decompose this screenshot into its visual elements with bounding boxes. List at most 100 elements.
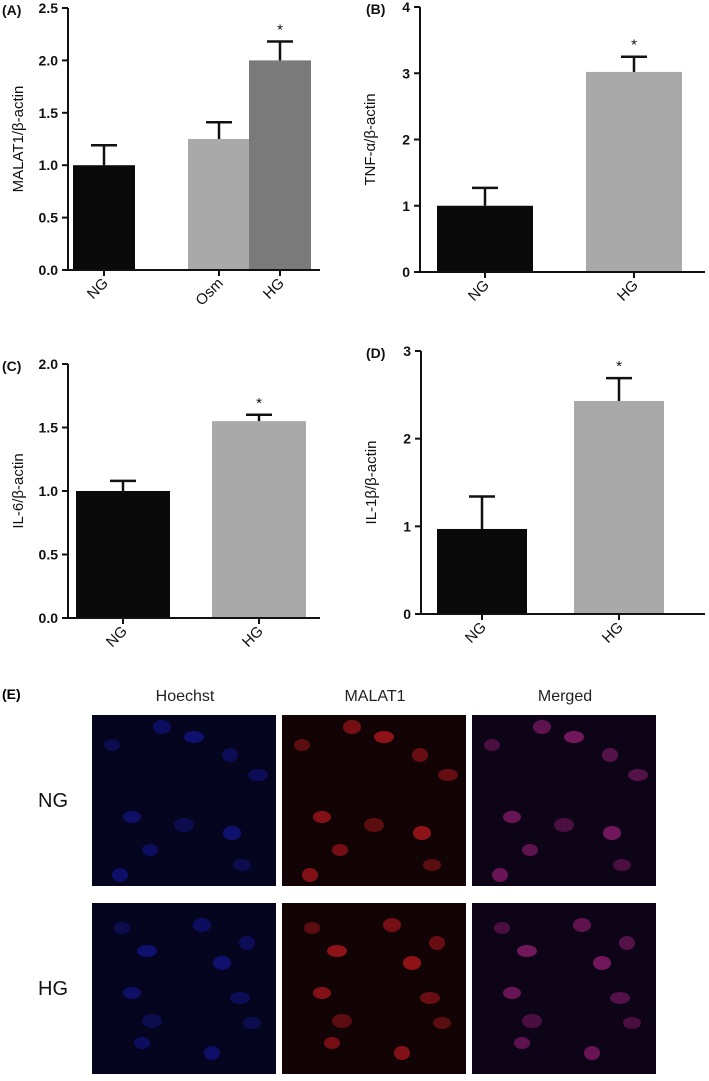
nucleus <box>294 739 310 751</box>
nucleus <box>628 769 648 781</box>
y-tick-label-c-1: 0.5 <box>39 547 59 563</box>
nucleus <box>343 720 361 734</box>
y-tick-label-c-4: 2.0 <box>39 356 59 372</box>
nucleus <box>522 1014 542 1028</box>
bar-charts-area: (A) MALAT1/β-actin NG Osm * HG 0.0 0.5 1.0 1.5 2.0… <box>2 0 705 651</box>
nucleus <box>327 945 347 957</box>
bar-c-ng <box>76 491 170 618</box>
x-tick-label-d-ng: NG <box>462 619 490 647</box>
nucleus <box>613 859 631 871</box>
y-tick-label-a-0: 0.0 <box>39 262 59 278</box>
y-tick-label-b-4: 4 <box>402 0 410 15</box>
image-ng-malat1 <box>282 715 466 886</box>
nucleus <box>484 739 500 751</box>
y-tick-label-c-0: 0.0 <box>39 610 59 626</box>
nucleus <box>602 748 618 762</box>
panel-label-b: (B) <box>366 1 385 17</box>
row-label-ng: NG <box>38 790 68 812</box>
bar-a-ng <box>73 165 135 270</box>
nucleus <box>573 918 591 932</box>
panel-label-a: (A) <box>2 2 21 18</box>
nucleus <box>233 859 251 871</box>
row-label-hg: HG <box>38 978 68 1000</box>
nucleus <box>623 1017 641 1029</box>
nucleus <box>420 992 440 1004</box>
nucleus <box>394 1046 410 1060</box>
nucleus <box>123 987 141 999</box>
nucleus <box>304 922 320 934</box>
nucleus <box>142 844 158 856</box>
bar-b-hg <box>586 71 682 272</box>
nucleus <box>593 956 611 970</box>
bar-d-ng <box>437 528 527 614</box>
nucleus <box>492 868 508 882</box>
nucleus <box>503 811 521 823</box>
nucleus <box>112 868 128 882</box>
bar-d-hg <box>574 400 664 614</box>
nucleus <box>134 1037 150 1049</box>
nucleus <box>204 1046 220 1060</box>
nucleus <box>137 945 157 957</box>
significance-d-hg: * <box>616 358 622 375</box>
panel-label-c: (C) <box>2 358 21 374</box>
significance-b-hg: * <box>631 37 637 54</box>
y-tick-label-d-0: 0 <box>403 606 411 622</box>
nucleus <box>413 826 431 840</box>
nucleus <box>313 811 331 823</box>
nucleus <box>412 748 428 762</box>
y-tick-label-c-2: 1.0 <box>39 483 59 499</box>
x-tick-label-a-osm: Osm <box>192 275 226 309</box>
nucleus <box>243 1017 261 1029</box>
nucleus <box>302 868 318 882</box>
nucleus <box>332 1014 352 1028</box>
y-tick-label-c-3: 1.5 <box>39 420 59 436</box>
image-ng-hoechst <box>92 715 276 886</box>
x-tick-label-a-hg: HG <box>260 275 288 303</box>
y-axis-title-c: IL-6/β-actin <box>10 453 27 528</box>
column-title-malat1: MALAT1 <box>344 688 406 705</box>
nucleus <box>383 918 401 932</box>
nucleus <box>494 922 510 934</box>
nucleus <box>193 918 211 932</box>
y-tick-label-a-5: 2.5 <box>39 0 59 16</box>
bar-c-hg <box>212 421 306 618</box>
nucleus <box>239 936 255 950</box>
nucleus <box>324 1037 340 1049</box>
bar-a-osm <box>188 139 250 270</box>
x-tick-label-d-hg: HG <box>599 619 627 647</box>
image-hg-malat1 <box>282 903 466 1074</box>
y-tick-label-d-2: 2 <box>403 431 411 447</box>
nucleus <box>610 992 630 1004</box>
nucleus <box>248 769 268 781</box>
bar-a-hg <box>249 60 311 271</box>
nucleus <box>433 1017 451 1029</box>
nucleus <box>184 731 204 743</box>
nucleus <box>223 826 241 840</box>
nucleus <box>332 844 348 856</box>
image-hg-merged <box>472 903 656 1074</box>
nucleus <box>522 844 538 856</box>
column-title-hoechst: Hoechst <box>155 688 215 705</box>
x-tick-label-a-ng: NG <box>84 275 112 303</box>
column-title-merged: Merged <box>537 688 593 705</box>
y-axis-title-b: TNF-α/β-actin <box>362 93 379 185</box>
y-tick-label-b-0: 0 <box>402 264 410 280</box>
y-tick-label-a-1: 0.5 <box>39 210 59 226</box>
bar-b-ng <box>437 205 533 272</box>
nucleus <box>374 731 394 743</box>
y-tick-label-a-3: 1.5 <box>39 105 59 121</box>
y-tick-label-a-2: 1.0 <box>39 157 59 173</box>
significance-a-hg: * <box>277 22 283 39</box>
nucleus <box>213 956 231 970</box>
nucleus <box>364 818 384 832</box>
panel-e-label: (E) <box>2 686 21 702</box>
nucleus <box>114 922 130 934</box>
y-tick-label-a-4: 2.0 <box>39 52 59 68</box>
y-tick-label-b-1: 1 <box>402 198 410 214</box>
nucleus <box>514 1037 530 1049</box>
y-axis-title-d: IL-1β/β-actin <box>363 441 380 525</box>
nucleus <box>123 811 141 823</box>
y-tick-label-d-1: 1 <box>403 518 411 534</box>
image-ng-merged <box>472 715 656 886</box>
nucleus <box>533 720 551 734</box>
